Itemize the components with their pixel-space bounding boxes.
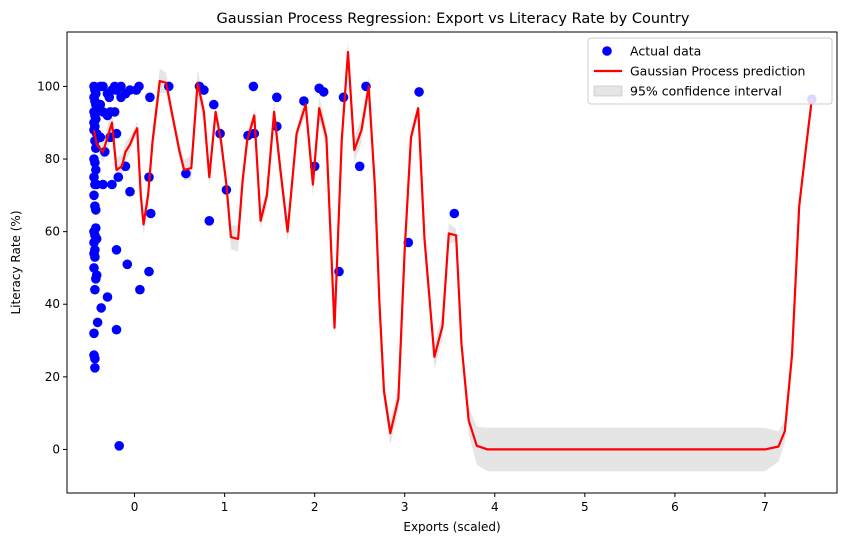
data-point xyxy=(272,92,282,103)
legend-label: Actual data xyxy=(630,44,701,59)
data-point xyxy=(91,205,101,215)
y-axis-label: Literacy Rate (%) xyxy=(9,210,23,314)
data-point xyxy=(135,284,145,295)
data-point xyxy=(91,274,101,284)
data-point xyxy=(116,81,126,92)
data-point xyxy=(318,87,329,97)
data-point xyxy=(98,81,108,92)
data-point xyxy=(89,190,99,201)
data-point xyxy=(91,165,101,175)
data-point xyxy=(414,87,424,97)
data-point xyxy=(116,92,126,103)
data-point xyxy=(354,161,365,172)
data-point xyxy=(209,99,219,110)
x-axis: 0 1 2 3 4 5 6 7 xyxy=(131,493,769,514)
x-tick-label: 1 xyxy=(221,500,229,514)
legend-label: Gaussian Process prediction xyxy=(630,64,805,79)
data-point xyxy=(145,92,155,103)
data-point xyxy=(90,284,100,295)
data-point xyxy=(91,223,101,233)
data-point xyxy=(95,99,106,110)
axes-frame xyxy=(66,31,838,494)
y-axis: 0 20 40 60 80 100 xyxy=(37,79,67,456)
data-point xyxy=(109,107,120,117)
x-tick-label: 3 xyxy=(401,500,409,514)
data-point xyxy=(90,363,100,373)
x-tick-label: 4 xyxy=(491,500,499,514)
x-tick-label: 6 xyxy=(671,500,679,514)
legend-box xyxy=(587,37,833,105)
prediction-line xyxy=(92,50,813,451)
data-point xyxy=(89,237,99,248)
y-tick-label: 20 xyxy=(45,370,60,384)
data-point xyxy=(92,317,103,328)
data-point xyxy=(181,168,191,179)
data-point xyxy=(104,92,115,103)
data-point xyxy=(125,186,135,197)
data-point xyxy=(89,328,99,339)
chart-title: Gaussian Process Regression: Export vs L… xyxy=(217,11,690,27)
y-tick-label: 40 xyxy=(45,297,60,311)
data-point xyxy=(134,81,144,92)
x-axis-label: Exports (scaled) xyxy=(403,520,500,534)
data-point xyxy=(113,172,124,182)
y-tick-label: 100 xyxy=(37,79,60,93)
data-point xyxy=(90,353,100,364)
data-point xyxy=(122,259,133,270)
data-point xyxy=(204,216,215,226)
data-point xyxy=(102,292,113,302)
y-tick-label: 80 xyxy=(45,152,60,166)
legend-label: 95% confidence interval xyxy=(630,84,782,99)
legend: Actual data Gaussian Process prediction 95… xyxy=(587,37,833,105)
legend-band xyxy=(593,85,623,97)
data-point xyxy=(89,263,99,273)
data-point xyxy=(95,132,106,143)
x-tick-label: 5 xyxy=(581,500,589,514)
data-point xyxy=(449,208,460,219)
data-point xyxy=(199,85,209,95)
data-point xyxy=(98,179,108,190)
data-point xyxy=(111,245,122,255)
x-tick-label: 7 xyxy=(761,500,769,514)
data-point xyxy=(90,157,100,168)
data-point xyxy=(299,96,309,106)
data-point xyxy=(114,441,124,451)
data-point xyxy=(89,172,99,182)
data-point xyxy=(96,303,106,313)
data-point xyxy=(248,81,259,92)
x-tick-label: 2 xyxy=(311,500,319,514)
data-point xyxy=(90,252,100,262)
data-point xyxy=(144,266,154,277)
data-point xyxy=(107,179,117,190)
legend-marker xyxy=(602,46,612,56)
data-point xyxy=(146,208,156,219)
data-point xyxy=(111,324,122,335)
data-point xyxy=(100,147,110,157)
y-tick-label: 0 xyxy=(52,442,60,456)
x-tick-label: 0 xyxy=(131,500,139,514)
y-tick-label: 60 xyxy=(45,225,60,239)
